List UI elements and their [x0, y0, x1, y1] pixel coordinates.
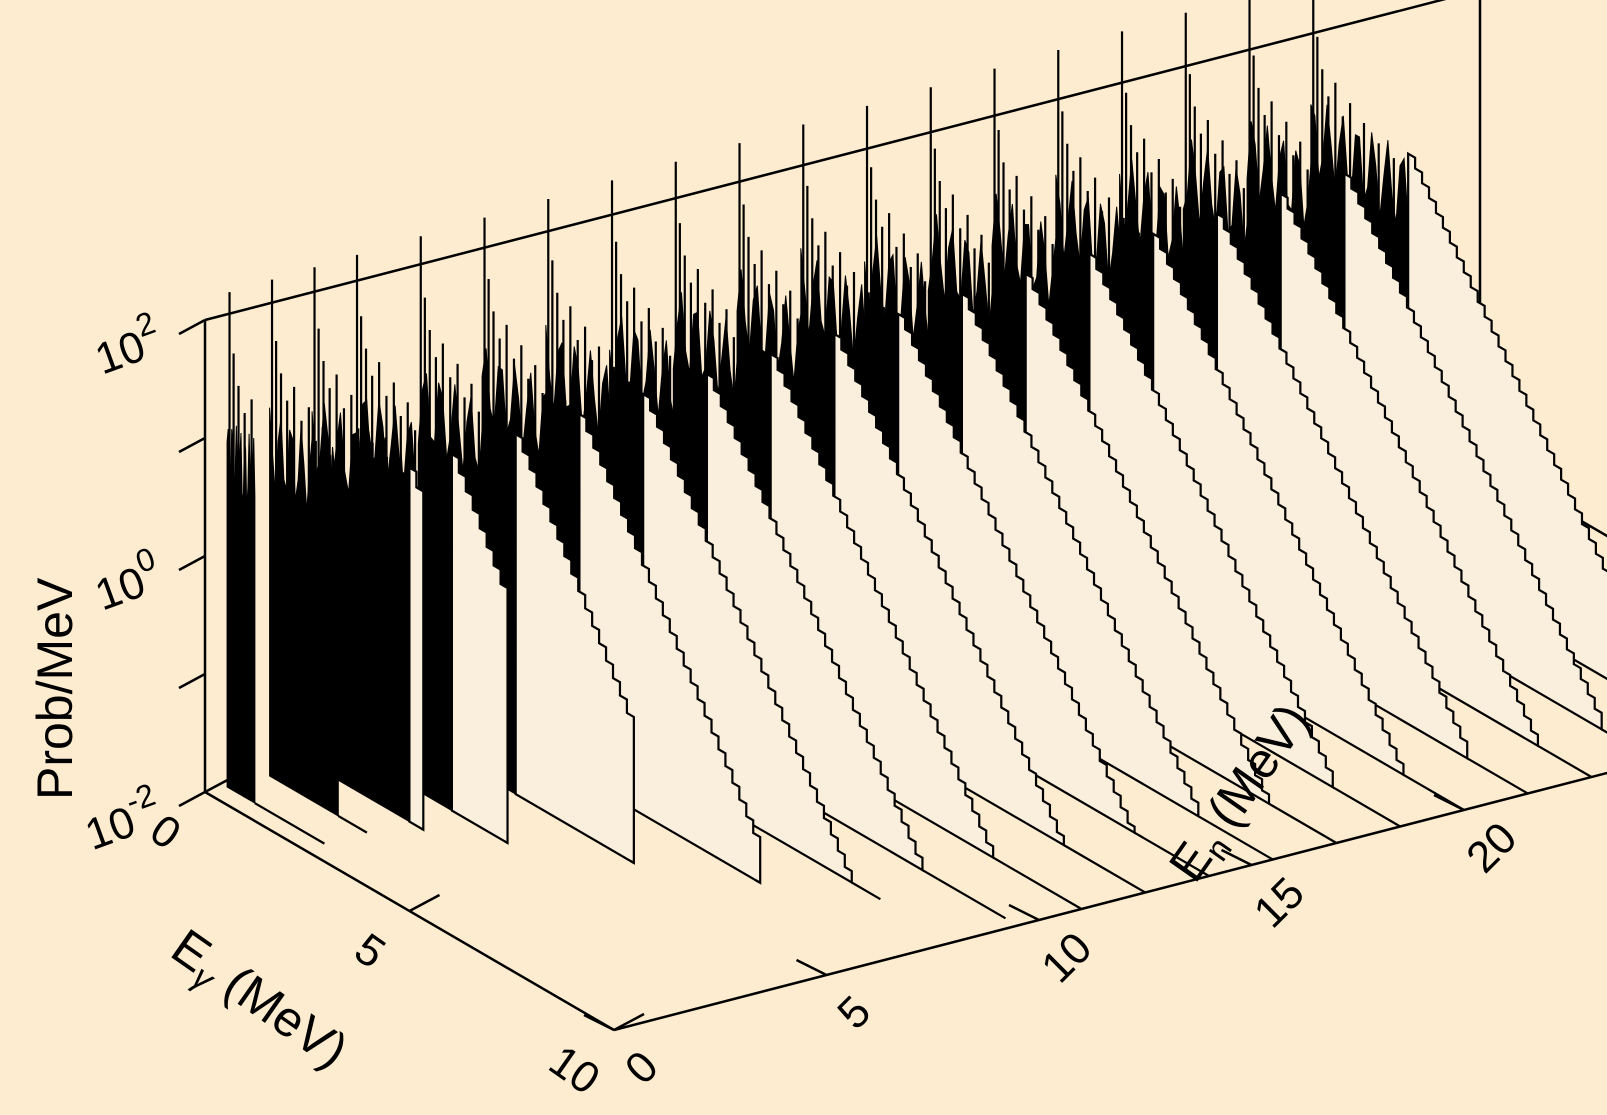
baseline-En-9.5: [921, 869, 1007, 920]
x-tick-label-0: 0: [616, 1042, 668, 1094]
x-tick-20: [1433, 793, 1465, 812]
z-tick--2: [178, 790, 206, 808]
z-tick-label-0: 100: [85, 540, 169, 620]
spectrum-En-0.5: [226, 292, 325, 845]
baseline-En-5: [629, 859, 635, 864]
continuum-En-5: [514, 432, 635, 865]
x-tick-label-10: 10: [1032, 923, 1101, 992]
baseline-En-17: [1268, 802, 1338, 844]
baseline-En-24.5: [1601, 728, 1607, 734]
y-tick-0: [204, 774, 236, 794]
baseline-En-8: [851, 881, 881, 901]
back-top-edge: [204, 0, 1447, 322]
baseline-En-12.5: [1063, 844, 1146, 894]
x-tick-label-5: 5: [828, 987, 880, 1039]
baseline-En-18.5: [1332, 786, 1401, 828]
baseline-En-15.5: [1197, 815, 1274, 861]
x-tick-15: [1220, 848, 1253, 867]
spectra-series: [226, 0, 1607, 920]
spectrum-En-1.5: [269, 279, 368, 834]
y-tick-10: [613, 1012, 645, 1032]
baseline-En-14: [1134, 831, 1210, 877]
x-tick-10: [1008, 903, 1040, 922]
z-tick-label-2: 102: [85, 304, 169, 384]
baseline-En-6.5: [754, 879, 761, 884]
x-tick-label-15: 15: [1245, 868, 1314, 937]
z-axis-label: Prob/MeV: [27, 577, 83, 800]
baseline-En-21.5: [1466, 757, 1529, 795]
x-tick-5: [795, 958, 828, 977]
y-tick-label-5: 5: [346, 924, 394, 978]
y-axis-label: Eγ (MeV): [158, 918, 358, 1085]
y-axis-label-unit: (MeV): [203, 947, 358, 1079]
x-tick-0: [583, 1013, 615, 1032]
baseline-En-2.5: [421, 827, 424, 831]
svg-text:Eγ (MeV): Eγ (MeV): [158, 918, 358, 1085]
baseline-En-1.5: [337, 815, 368, 834]
y-tick-label-10: 10: [540, 1036, 608, 1104]
continuum-En-3.5: [450, 452, 509, 845]
z-tick--1: [178, 672, 206, 690]
y-tick-5: [408, 893, 441, 913]
z-tick-0: [178, 554, 206, 572]
baseline-En-3.5: [504, 840, 509, 844]
baseline-En-11: [992, 856, 1083, 910]
z-tick-2: [178, 318, 206, 336]
continuum-En-2.5: [408, 465, 425, 832]
baseline-En-0.5: [254, 802, 325, 845]
x-tick-label-20: 20: [1457, 813, 1526, 882]
z-tick-1: [178, 436, 206, 454]
baseline-En-23: [1537, 744, 1593, 778]
